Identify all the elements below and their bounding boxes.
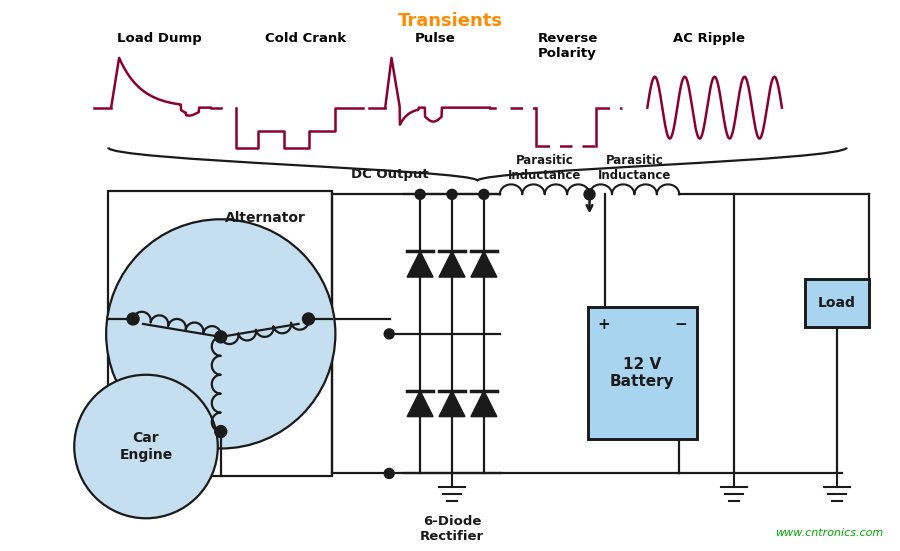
Circle shape (479, 190, 489, 199)
Polygon shape (471, 391, 497, 417)
Text: +: + (598, 317, 610, 332)
Text: AC Ripple: AC Ripple (673, 32, 745, 45)
Circle shape (447, 190, 457, 199)
Circle shape (215, 331, 227, 343)
Bar (588, 307, 698, 439)
Text: Pulse: Pulse (415, 32, 455, 45)
Circle shape (384, 329, 394, 339)
Polygon shape (407, 251, 433, 277)
Circle shape (384, 468, 394, 478)
Polygon shape (439, 251, 465, 277)
Text: Cold Crank: Cold Crank (265, 32, 346, 45)
Text: 12 V
Battery: 12 V Battery (610, 356, 675, 389)
Text: Load Dump: Load Dump (117, 32, 202, 45)
Circle shape (215, 425, 227, 437)
Circle shape (74, 375, 218, 518)
Circle shape (584, 189, 595, 200)
Circle shape (302, 313, 314, 325)
Polygon shape (407, 391, 433, 417)
Text: Reverse
Polarity: Reverse Polarity (537, 32, 598, 60)
Text: Parasitic
Inductance: Parasitic Inductance (598, 154, 671, 182)
Text: 6-Diode
Rectifier: 6-Diode Rectifier (420, 515, 484, 543)
Polygon shape (471, 251, 497, 277)
Text: Alternator: Alternator (225, 211, 306, 225)
Circle shape (415, 190, 425, 199)
Text: Car
Engine: Car Engine (120, 431, 173, 462)
Text: DC Output: DC Output (351, 169, 429, 181)
Bar (108, 191, 332, 477)
Text: www.cntronics.com: www.cntronics.com (775, 528, 884, 538)
Circle shape (106, 219, 336, 449)
Polygon shape (439, 391, 465, 417)
Text: Parasitic
Inductance: Parasitic Inductance (508, 154, 581, 182)
Bar (805, 279, 868, 327)
Text: Transients: Transients (398, 12, 502, 30)
Text: Load: Load (818, 296, 856, 310)
Text: −: − (674, 317, 688, 332)
Circle shape (127, 313, 139, 325)
